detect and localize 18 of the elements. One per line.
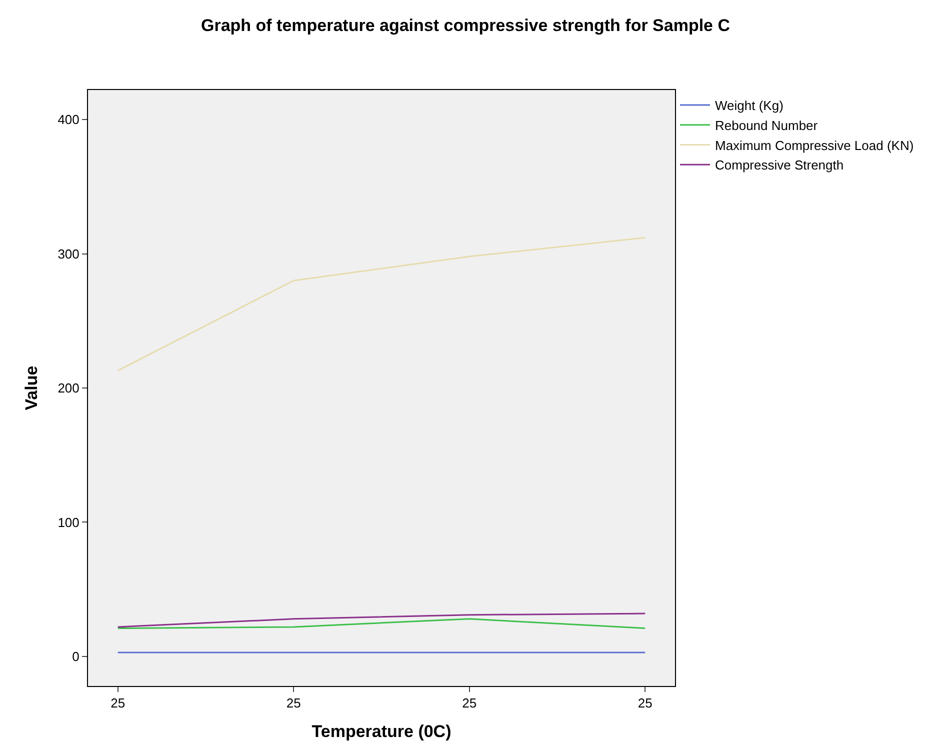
y-axis-title: Value xyxy=(22,366,42,410)
line-series xyxy=(117,236,646,372)
x-tick-label: 25 xyxy=(462,696,477,711)
legend-label: Rebound Number xyxy=(715,118,818,133)
legend-label: Compressive Strength xyxy=(715,158,844,173)
legend-label: Maximum Compressive Load (KN) xyxy=(715,138,914,153)
x-tick-label: 25 xyxy=(110,696,126,711)
x-tick-label: 25 xyxy=(638,696,652,711)
legend-label: Weight (Kg) xyxy=(715,98,784,114)
y-tick-label: 200 xyxy=(58,380,80,396)
y-tick-label: 0 xyxy=(72,649,80,664)
line-series xyxy=(117,612,646,628)
y-tick-label: 300 xyxy=(58,246,80,262)
y-tick-label: 100 xyxy=(58,514,80,530)
x-tick-label: 25 xyxy=(286,696,301,711)
chart-title: Graph of temperature against compressive strength for Sample C xyxy=(200,16,730,35)
y-tick-label: 400 xyxy=(58,112,80,128)
x-axis-title: Temperature (0C) xyxy=(312,722,452,741)
